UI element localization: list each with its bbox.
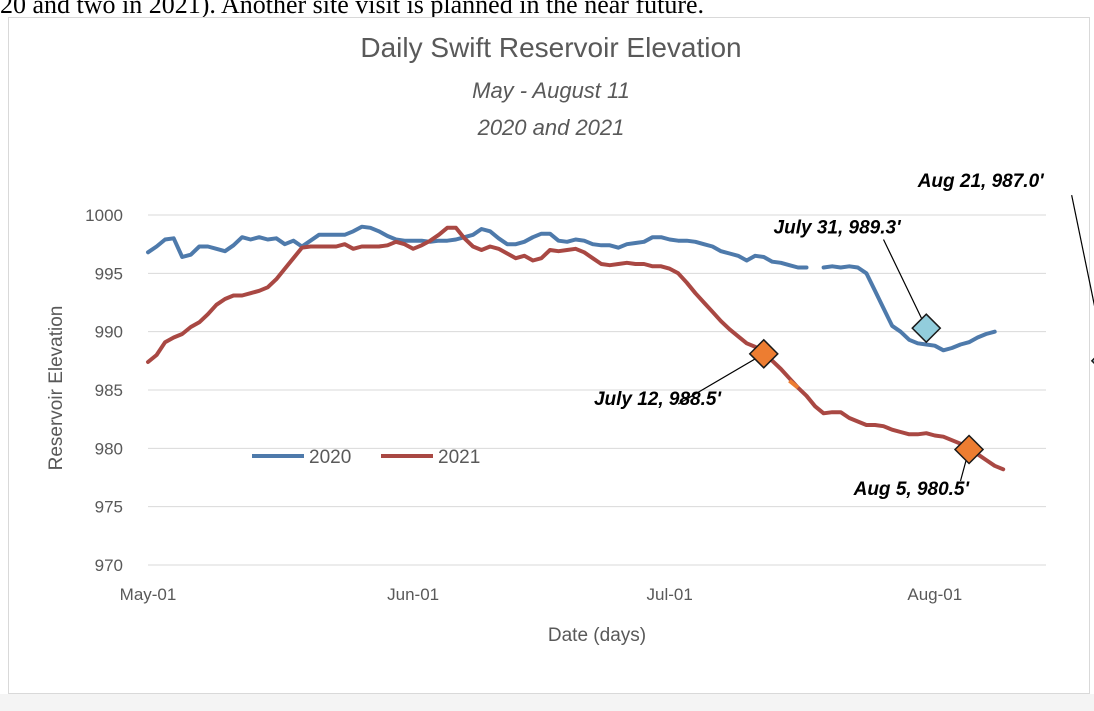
x-axis-title: Date (days): [548, 625, 646, 646]
y-tick-label: 995: [95, 264, 123, 283]
marker-diamond: [748, 338, 779, 369]
y-tick-label: 980: [95, 439, 123, 458]
y-tick-label: 990: [95, 323, 123, 342]
marker-diamond: [953, 434, 985, 465]
bottom-strip: [0, 694, 1094, 711]
y-tick-label: 970: [95, 556, 123, 575]
marker-diamond: [911, 313, 942, 344]
annotation-label: July 12, 988.5': [594, 389, 723, 410]
page-top-text: 20 and two in 2021). Another site visit …: [0, 0, 705, 19]
annotations: July 12, 988.5' July 31, 989.3' Aug 5, 980…: [594, 171, 1045, 500]
series-line-2021: [146, 225, 1006, 472]
series-highlight-2021: [788, 379, 800, 390]
annotation-leader-lines: [677, 195, 1094, 482]
annotation-label: Aug 21, 987.0': [917, 171, 1045, 192]
y-tick-label: 975: [95, 498, 123, 517]
x-tick-label: May-01: [120, 585, 177, 604]
x-axis-ticks: May-01 Jun-01 Jul-01 Aug-01: [120, 585, 963, 604]
legend-label-2021: 2021: [438, 447, 480, 468]
series-line-2020: [821, 264, 997, 353]
legend-label-2020: 2020: [309, 447, 351, 468]
chart-subtitle-line-2: 2020 and 2021: [477, 115, 625, 140]
chart-frame: [8, 17, 1090, 694]
chart-title: Daily Swift Reservoir Elevation: [360, 32, 741, 63]
y-axis-ticks: 970 975 980 985 990 995 1000: [85, 206, 123, 575]
annotation-label: Aug 5, 980.5': [853, 479, 971, 500]
series-line-2020: [146, 224, 809, 270]
x-tick-label: Jun-01: [387, 585, 439, 604]
annotation-leader-line: [677, 353, 765, 405]
y-tick-label: 985: [95, 381, 123, 400]
annotation-leader-line: [882, 239, 927, 329]
legend: 2020 2021: [252, 447, 480, 468]
x-tick-label: Jul-01: [647, 585, 693, 604]
gridlines: [148, 214, 1046, 566]
marker-diamond: [1090, 357, 1094, 365]
point-markers: [748, 313, 1094, 465]
x-tick-label: Aug-01: [907, 585, 962, 604]
series-lines: [146, 224, 1006, 472]
annotation-label: July 31, 989.3': [774, 218, 903, 239]
chart-subtitle-line-1: May - August 11: [472, 78, 630, 103]
y-tick-label: 1000: [85, 206, 123, 225]
annotation-leader-line: [1071, 195, 1094, 307]
y-axis-title: Reservoir Elevation: [46, 306, 67, 471]
